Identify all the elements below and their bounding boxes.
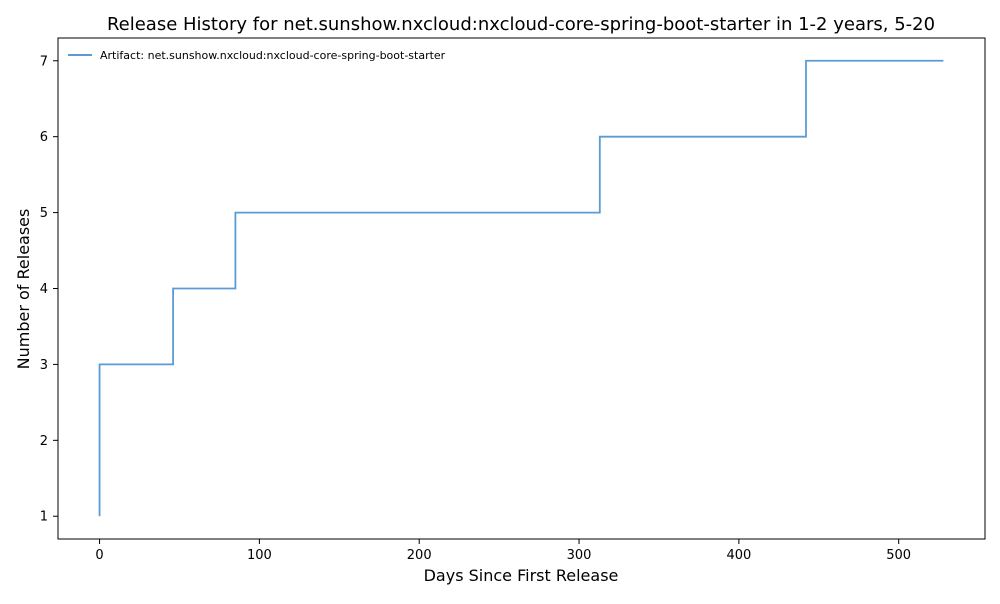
x-axis-label: Days Since First Release <box>424 566 619 585</box>
x-tick-label: 0 <box>95 548 103 563</box>
series-layer <box>98 59 944 517</box>
x-tick-label: 200 <box>407 548 432 563</box>
y-axis-ticks: 1 2 3 4 5 6 7 <box>40 54 58 525</box>
legend-entry-label: Artifact: net.sunshow.nxcloud:nxcloud-co… <box>100 49 446 62</box>
y-tick-label: 6 <box>40 130 48 145</box>
x-tick-label: 100 <box>247 548 272 563</box>
series-line <box>98 59 944 517</box>
y-tick-label: 1 <box>40 510 48 525</box>
y-tick-label: 7 <box>40 54 48 69</box>
y-tick-label: 4 <box>40 282 48 297</box>
y-tick-label: 3 <box>40 358 48 373</box>
x-axis-ticks: 0 100 200 300 400 500 <box>95 539 911 563</box>
legend: Artifact: net.sunshow.nxcloud:nxcloud-co… <box>68 49 446 62</box>
y-axis-label: Number of Releases <box>14 209 33 370</box>
y-tick-label: 2 <box>40 434 48 449</box>
y-tick-label: 5 <box>40 206 48 221</box>
x-tick-label: 500 <box>886 548 911 563</box>
x-tick-label: 300 <box>567 548 592 563</box>
x-tick-label: 400 <box>726 548 751 563</box>
chart-title: Release History for net.sunshow.nxcloud:… <box>107 14 935 35</box>
